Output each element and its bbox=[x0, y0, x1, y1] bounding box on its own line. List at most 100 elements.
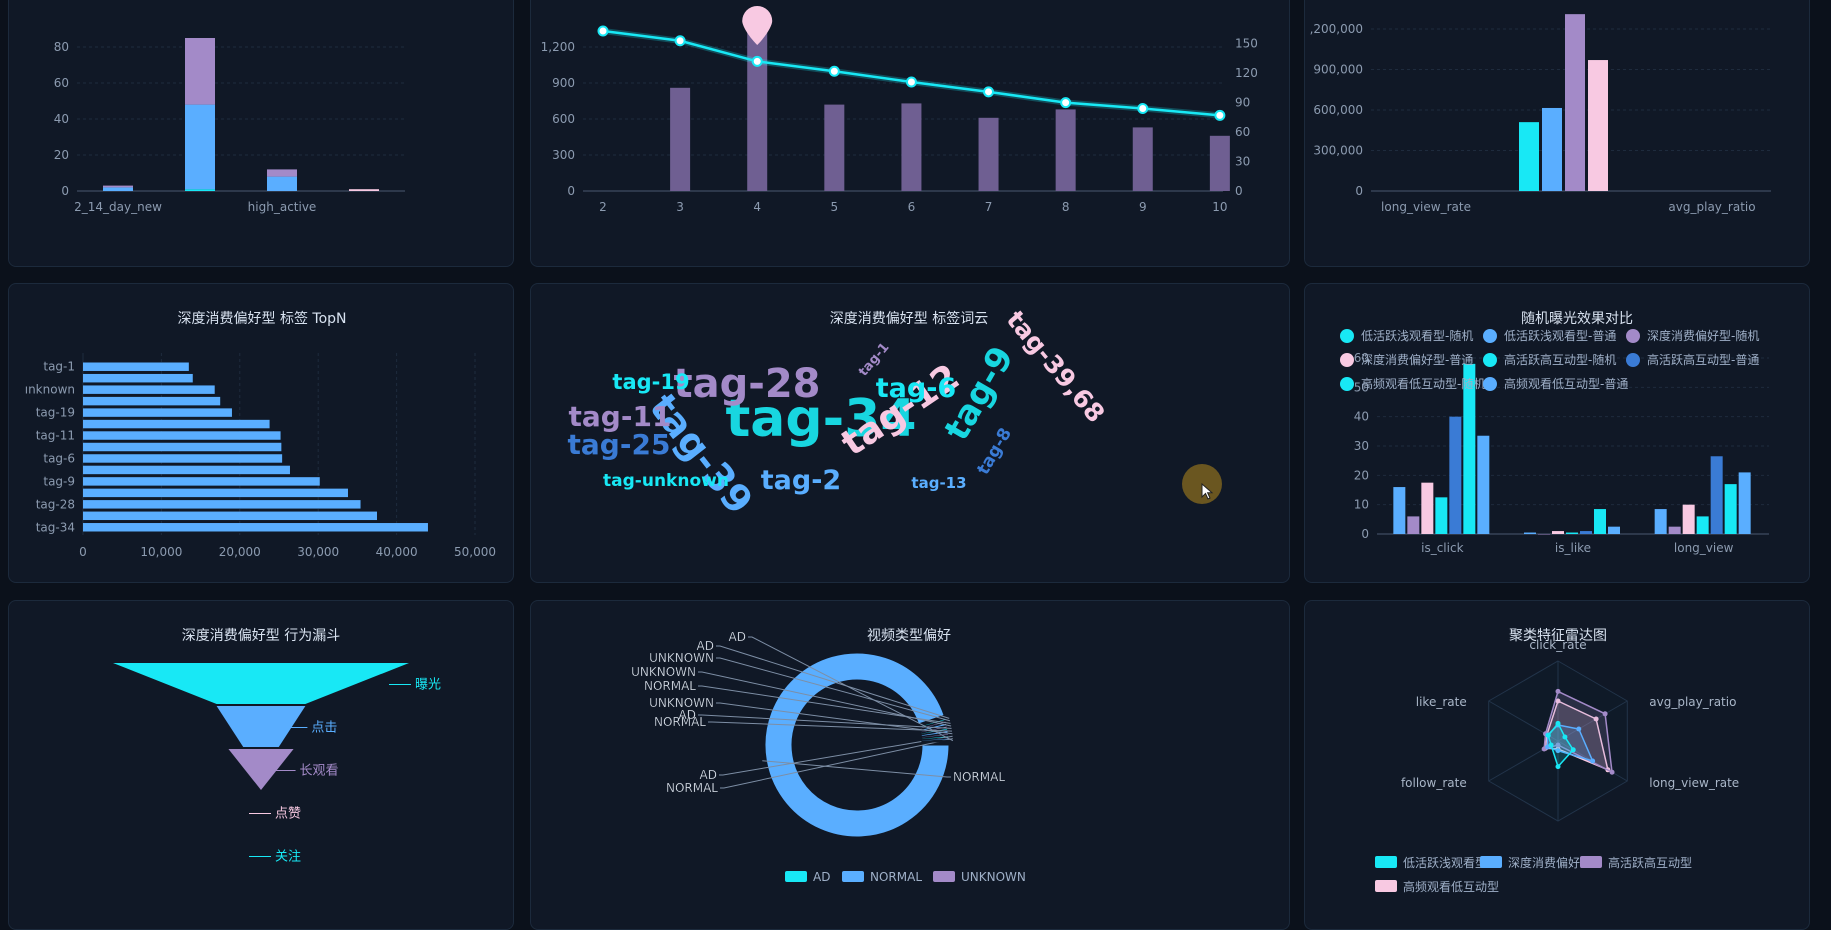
y-tick-label: tag-11 bbox=[36, 429, 75, 443]
radar-point bbox=[1555, 748, 1561, 754]
line-point bbox=[1137, 103, 1149, 115]
bar bbox=[83, 362, 189, 371]
bar bbox=[978, 117, 999, 191]
bar bbox=[1538, 534, 1550, 535]
funnel-stage-label: 曝光 bbox=[415, 678, 441, 693]
slice-label: NORMAL bbox=[644, 679, 696, 693]
radar-axis-label: follow_rate bbox=[1401, 776, 1467, 790]
bar bbox=[83, 477, 320, 486]
bar bbox=[83, 511, 377, 521]
bar bbox=[1132, 127, 1153, 191]
bar bbox=[1710, 456, 1723, 534]
radar-point bbox=[1545, 732, 1551, 738]
y-tick-label: 600,000 bbox=[1313, 103, 1363, 117]
y-tick-label: 300,000 bbox=[1313, 144, 1363, 158]
bar-segment bbox=[185, 38, 215, 105]
slice-label-line bbox=[748, 636, 954, 742]
legend-swatch bbox=[842, 871, 864, 882]
bar bbox=[1542, 107, 1562, 191]
bar bbox=[83, 465, 290, 475]
x-tick-label: 0 bbox=[79, 545, 87, 559]
wordcloud-word: tag-19 bbox=[612, 370, 689, 394]
x-tick-label: is_click bbox=[1421, 541, 1463, 555]
legend-label: 高频观看低互动型-随机 bbox=[1361, 376, 1485, 391]
legend-label: 高活跃高互动型-普通 bbox=[1647, 352, 1759, 367]
slice-label-line bbox=[698, 714, 952, 729]
y-tick-label: 60 bbox=[54, 76, 69, 90]
bar bbox=[83, 500, 361, 509]
cluster-radar-chart: 聚类特征雷达图 click_rate avg_play_ratio long_vie… bbox=[1375, 628, 1739, 894]
legend-label: 高频观看低互动型-普通 bbox=[1504, 376, 1628, 391]
legend-label: 深度消费偏好型-普通 bbox=[1361, 352, 1473, 367]
bar bbox=[1682, 504, 1695, 534]
y-tick-label: tag-6 bbox=[43, 451, 75, 465]
y-left-tick-label: 600 bbox=[552, 112, 575, 126]
y-tick-label: tag-9 bbox=[43, 474, 75, 488]
bar bbox=[1449, 416, 1462, 534]
bar-segment bbox=[185, 189, 215, 191]
bar bbox=[1519, 122, 1539, 191]
cursor-arrow-icon bbox=[1201, 483, 1214, 500]
x-tick-label: 40,000 bbox=[376, 545, 418, 559]
radar-point bbox=[1548, 742, 1554, 748]
donut-slice bbox=[921, 739, 950, 743]
legend-swatch bbox=[1375, 856, 1397, 868]
x-tick-label: 5 bbox=[831, 200, 839, 214]
wordcloud-word: tag-28 bbox=[673, 361, 820, 407]
y-tick-label: 40 bbox=[1354, 410, 1369, 424]
legend-swatch bbox=[1340, 377, 1354, 391]
panel-behavior-funnel: 深度消费偏好型 行为漏斗 曝光 点击 长观看 点赞 关注 bbox=[8, 600, 514, 930]
bar bbox=[1421, 482, 1434, 534]
y-tick-label: 60 bbox=[1354, 351, 1369, 365]
y-tick-label: 0 bbox=[61, 184, 69, 198]
bar bbox=[1393, 487, 1406, 534]
x-tick-label: 9 bbox=[1139, 200, 1147, 214]
line-point bbox=[905, 76, 917, 88]
legend-swatch bbox=[1375, 880, 1397, 892]
funnel-stage bbox=[113, 663, 409, 704]
radar-axis-label: click_rate bbox=[1529, 638, 1586, 652]
bar bbox=[1552, 531, 1564, 534]
slice-label: AD bbox=[729, 630, 746, 644]
x-tick-label: 8 bbox=[1062, 200, 1070, 214]
y-tick-label: 50 bbox=[1354, 380, 1369, 394]
slice-label-line bbox=[719, 735, 953, 776]
line-point bbox=[751, 55, 763, 67]
wordcloud-word: tag-25 bbox=[568, 428, 671, 461]
panel-random-exposure: 随机曝光效果对比 0 10 20 30 40 50 60 is_click is_like lon… bbox=[1304, 283, 1810, 583]
bar bbox=[1654, 509, 1667, 534]
map-pin-icon bbox=[742, 6, 773, 45]
bar bbox=[83, 385, 215, 394]
bar-segment bbox=[103, 185, 133, 188]
panel-tag-topn: 深度消费偏好型 标签 TopN 0 10,000 20,000 30,000 40,00… bbox=[8, 283, 514, 583]
x-tick-label: 10,000 bbox=[140, 545, 182, 559]
bar-segment bbox=[267, 176, 297, 191]
y-right-tick-label: 90 bbox=[1235, 96, 1250, 110]
bar bbox=[1209, 135, 1230, 191]
bar bbox=[1055, 109, 1076, 191]
bar bbox=[1580, 531, 1592, 534]
bar-segment bbox=[103, 187, 133, 191]
x-tick-label: long_view bbox=[1674, 541, 1734, 555]
slice-label: UNKNOWN bbox=[649, 696, 714, 710]
y-tick-label: ınknown bbox=[25, 383, 75, 397]
x-tick-label: 7 bbox=[985, 200, 993, 214]
bar bbox=[1668, 526, 1681, 534]
y-left-tick-label: 0 bbox=[567, 184, 575, 198]
random-exposure-chart: 随机曝光效果对比 0 10 20 30 40 50 60 is_click is_like lon… bbox=[1340, 311, 1769, 555]
legend-swatch bbox=[1483, 353, 1497, 367]
radar-point bbox=[1609, 769, 1615, 775]
bar bbox=[901, 103, 922, 191]
line-point bbox=[1214, 109, 1226, 121]
donut-slice bbox=[764, 652, 950, 838]
y-right-tick-label: 60 bbox=[1235, 125, 1250, 139]
bar bbox=[1435, 497, 1448, 534]
legend-label: 低活跃浅观看型-随机 bbox=[1361, 328, 1473, 343]
radar-point bbox=[1570, 747, 1576, 753]
legend-swatch bbox=[785, 871, 807, 882]
bar bbox=[670, 87, 691, 191]
funnel-stage-label: 点赞 bbox=[275, 807, 301, 822]
legend-label: 高频观看低互动型 bbox=[1403, 879, 1499, 894]
panel-tag-wordcloud: 深度消费偏好型 标签词云 tag-34 tag-28 tag-39 tag-12 tag… bbox=[530, 283, 1290, 583]
radar-title: 聚类特征雷达图 bbox=[1509, 628, 1607, 644]
